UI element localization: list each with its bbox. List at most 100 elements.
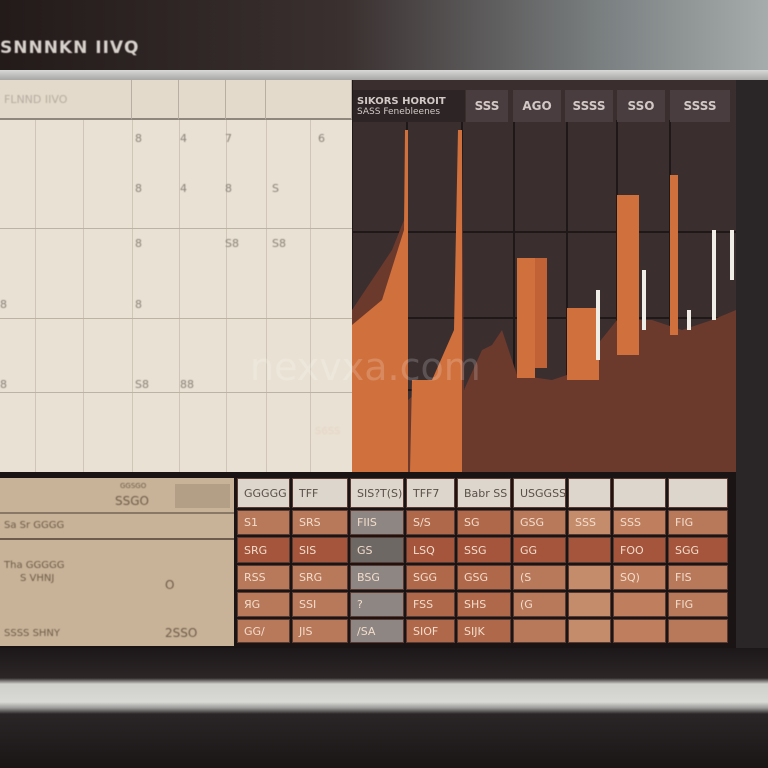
grid-label: S	[272, 182, 279, 195]
chart-header-cell[interactable]: SSO	[617, 90, 665, 122]
table-cell[interactable]: GSG	[513, 510, 566, 535]
left-grid-panel	[0, 80, 352, 472]
table-cell[interactable]: SSS	[613, 510, 666, 535]
chart-header-cell[interactable]: SSS	[466, 90, 508, 122]
left-header-cell	[132, 80, 179, 120]
grid-label: 8	[135, 132, 142, 145]
table-cell[interactable]	[513, 619, 566, 643]
table-cell[interactable]: FIG	[668, 592, 728, 617]
table-cell[interactable]	[568, 619, 611, 643]
grid-label: 8	[225, 182, 232, 195]
bar	[617, 195, 639, 355]
table-cell[interactable]: (S	[513, 565, 566, 590]
bezel-trim	[0, 70, 768, 80]
table-cell[interactable]: SIOF	[406, 619, 455, 643]
radio-option[interactable]: O	[165, 578, 175, 592]
grid-label: 4	[180, 132, 187, 145]
bar	[517, 258, 535, 378]
table-cell[interactable]	[568, 592, 611, 617]
table-cell[interactable]: SHS	[457, 592, 511, 617]
table-cell[interactable]: SSI	[292, 592, 348, 617]
grid-label: 8	[135, 237, 142, 250]
table-cell[interactable]: LSQ	[406, 537, 455, 563]
table-header-cell[interactable]	[668, 478, 728, 508]
table-cell[interactable]: SSS	[568, 510, 611, 535]
table-cell[interactable]: SG	[457, 510, 511, 535]
summary-row: S VHNJ	[20, 573, 55, 584]
table-cell[interactable]: /SA	[350, 619, 404, 643]
table-header-cell[interactable]: GGGGG	[237, 478, 290, 508]
table-cell[interactable]: SQ)	[613, 565, 666, 590]
grid-label: S8	[225, 237, 239, 250]
grid-line	[0, 318, 352, 319]
table-cell[interactable]: RSS	[237, 565, 290, 590]
table-cell[interactable]: GSG	[457, 565, 511, 590]
divider	[0, 512, 234, 514]
summary-value: SSGO	[115, 494, 149, 508]
grid-label: 8	[0, 378, 7, 391]
grid-line	[132, 120, 133, 472]
tick-mark	[712, 230, 716, 320]
left-header-cell: FLNND IIVO	[0, 80, 132, 120]
table-cell[interactable]: SRG	[237, 537, 290, 563]
table-cell[interactable]: FIS	[668, 565, 728, 590]
summary-total: 2SSO	[165, 626, 198, 640]
chart-header-cell[interactable]: SSSS	[565, 90, 613, 122]
chart-header-cell[interactable]: AGO	[513, 90, 561, 122]
mini-chart-icon	[175, 484, 230, 508]
table-cell[interactable]: JIS	[292, 619, 348, 643]
table-cell[interactable]	[568, 537, 611, 563]
table-cell[interactable]: GG/	[237, 619, 290, 643]
table-cell[interactable]: SRS	[292, 510, 348, 535]
table-cell[interactable]	[613, 619, 666, 643]
table-cell[interactable]: ?	[350, 592, 404, 617]
table-header-cell[interactable]: USGGSS	[513, 478, 566, 508]
table-cell[interactable]	[668, 619, 728, 643]
grid-line	[0, 392, 352, 393]
table-cell[interactable]: SRG	[292, 565, 348, 590]
table-header-cell[interactable]: TFF	[292, 478, 348, 508]
left-header-label: FLNND IIVO	[4, 93, 68, 106]
grid-line	[83, 120, 84, 472]
table-cell[interactable]: S1	[237, 510, 290, 535]
chart-header-cell[interactable]: SSSS	[670, 90, 730, 122]
table-cell[interactable]: FIIS	[350, 510, 404, 535]
grid-line	[226, 120, 227, 472]
grid-label: 4	[180, 182, 187, 195]
table-cell[interactable]: FIG	[668, 510, 728, 535]
table-header-cell[interactable]: SIS?T(S)	[350, 478, 404, 508]
tick-mark	[687, 310, 691, 330]
table-cell[interactable]: SGG	[406, 565, 455, 590]
tick-mark	[730, 230, 734, 280]
table-cell[interactable]: S/S	[406, 510, 455, 535]
table-cell[interactable]	[613, 592, 666, 617]
table-header-cell[interactable]: TFF7	[406, 478, 455, 508]
tick-mark	[642, 270, 646, 330]
bottom-left-panel: GGSGO SSGO Sa Sr GGGG Tha GGGGG S VHNJ O…	[0, 478, 234, 646]
left-header-cell	[179, 80, 226, 120]
chart-header-subtitle: SASS Fenebleenes	[357, 106, 441, 117]
table-cell[interactable]	[568, 565, 611, 590]
table-cell[interactable]: SGG	[668, 537, 728, 563]
table-cell[interactable]: SSG	[457, 537, 511, 563]
table-cell[interactable]: GS	[350, 537, 404, 563]
grid-label: 7	[225, 132, 232, 145]
table-cell[interactable]: GG	[513, 537, 566, 563]
table-cell[interactable]: SIS	[292, 537, 348, 563]
table-header-cell[interactable]	[568, 478, 611, 508]
table-header-cell[interactable]	[613, 478, 666, 508]
table-cell[interactable]: BSG	[350, 565, 404, 590]
watermark: nexvxa.com	[250, 345, 481, 389]
grid-label: 8	[0, 298, 7, 311]
table-cell[interactable]: FOO	[613, 537, 666, 563]
table-header-cell[interactable]: Babr SS	[457, 478, 511, 508]
chart-header-main[interactable]: SIKORS HOROIT SASS Fenebleenes	[353, 90, 465, 122]
chart-svg	[352, 80, 736, 472]
grid-line	[0, 228, 352, 229]
table-cell[interactable]: ЯG	[237, 592, 290, 617]
table-cell[interactable]: (G	[513, 592, 566, 617]
window-title: SNNNKN IIVQ	[0, 38, 140, 58]
grid-label: S8	[272, 237, 286, 250]
table-cell[interactable]: FSS	[406, 592, 455, 617]
table-cell[interactable]: SIJK	[457, 619, 511, 643]
